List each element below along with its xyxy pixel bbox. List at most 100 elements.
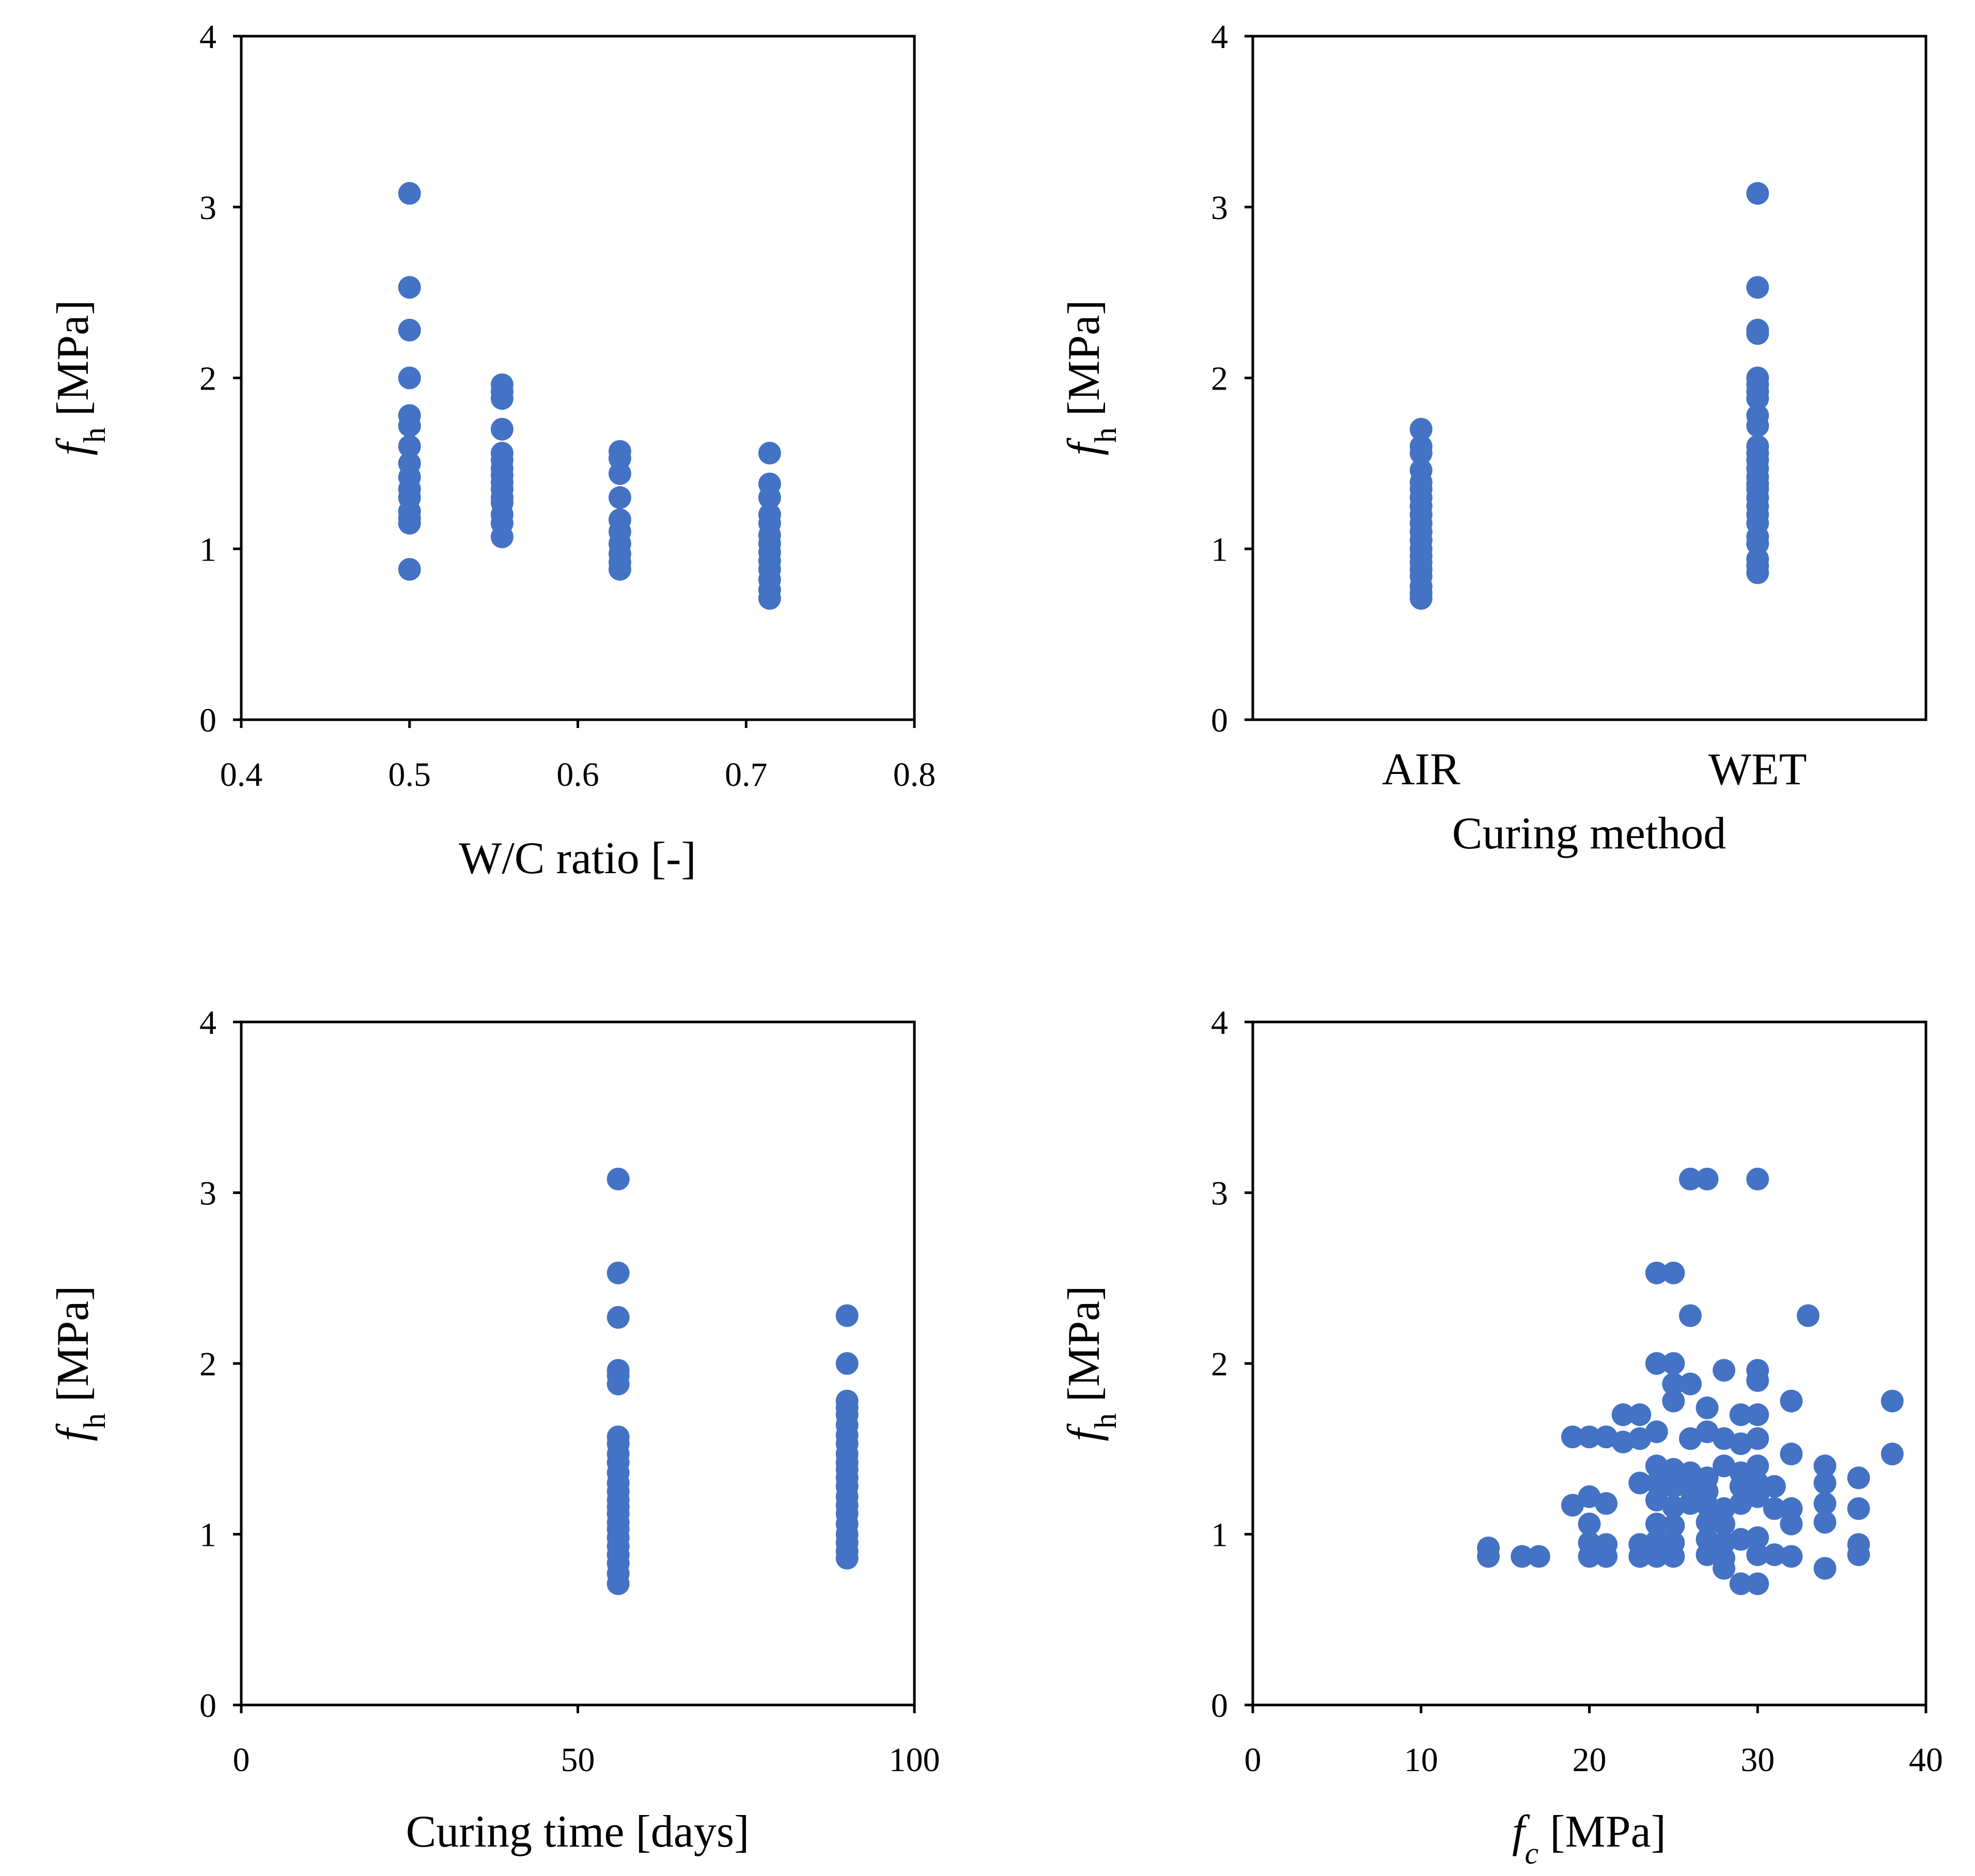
data-point-wet [1746, 322, 1769, 345]
data-point [490, 525, 514, 549]
data-point [758, 486, 781, 509]
data-point [607, 1306, 630, 1329]
data-point [1662, 1495, 1685, 1518]
data-point [1645, 1261, 1668, 1284]
data-point [1645, 1420, 1668, 1444]
xtick-label: 100 [889, 1741, 940, 1779]
ytick-label: 3 [1211, 189, 1228, 227]
data-point [1729, 1475, 1752, 1498]
panel-wc-ticks: 0 1 2 3 4 0.4 0.5 0.6 0.7 0.8 [199, 18, 936, 794]
panel-fc-xlabel-unit: [MPa] [1538, 1807, 1666, 1857]
data-point-wet [1746, 276, 1769, 299]
data-point [1662, 1475, 1685, 1498]
ytick-label: 2 [199, 1345, 216, 1383]
data-point [608, 462, 631, 485]
data-point [1746, 1572, 1769, 1595]
panel-wc-ylabel-unit: [MPa] [48, 300, 98, 427]
ytick-label: 1 [199, 531, 216, 568]
data-point [1796, 1304, 1820, 1327]
data-point [1729, 1403, 1752, 1427]
panel-time-ylabel: fh [MPa] [48, 1285, 112, 1441]
data-point [1746, 1168, 1769, 1191]
ytick-label: 1 [1211, 1516, 1228, 1554]
data-point-wet [1746, 414, 1769, 438]
data-point [1713, 1359, 1736, 1382]
panel-curing-ylabel-sub: h [1088, 427, 1123, 443]
panel-curing-plot-frame [1251, 35, 1927, 721]
data-point [1662, 1545, 1685, 1568]
data-point-wet [1746, 561, 1769, 584]
data-point [1696, 1396, 1719, 1419]
data-point [1746, 1369, 1769, 1392]
panel-curing: 0 1 2 3 4 AIR WET Curing method fh [MPa] [1059, 18, 1927, 859]
panel-wc-points [398, 182, 781, 610]
panel-fc-plot-frame [1251, 1020, 1927, 1707]
data-point [398, 414, 421, 438]
ytick-label: 3 [199, 189, 216, 227]
data-point [398, 366, 421, 390]
data-point [607, 1572, 630, 1595]
data-point [1696, 1543, 1719, 1567]
data-point [1561, 1494, 1584, 1517]
data-point [398, 511, 421, 535]
data-point [1880, 1389, 1904, 1413]
category-label-wet: WET [1708, 745, 1807, 795]
data-point [1578, 1545, 1601, 1568]
xtick-label: 50 [561, 1741, 595, 1779]
data-point [1645, 1545, 1668, 1568]
data-point [1645, 1454, 1668, 1478]
panel-fc-points [1477, 1168, 1904, 1595]
data-point [398, 182, 421, 205]
data-point [835, 1304, 859, 1327]
data-point [1578, 1425, 1601, 1449]
data-point-air [1409, 442, 1433, 465]
xtick-label: 0.6 [556, 756, 599, 794]
data-point [1746, 1485, 1769, 1508]
ytick-label: 0 [199, 702, 216, 739]
ytick-label: 0 [1211, 1687, 1228, 1725]
data-point [1662, 1261, 1685, 1284]
data-point [1746, 1526, 1769, 1549]
data-point [1477, 1545, 1500, 1568]
data-point [1611, 1431, 1635, 1454]
xtick-label: 0 [233, 1741, 250, 1779]
ytick-label: 1 [1211, 531, 1228, 568]
panel-fc-xlabel-sub: c [1525, 1836, 1538, 1870]
ytick-label: 1 [199, 1516, 216, 1554]
data-point [1662, 1372, 1685, 1396]
xtick-label: 0.5 [388, 756, 431, 794]
ytick-label: 2 [1211, 1345, 1228, 1383]
xtick-label: 40 [1909, 1741, 1943, 1779]
xtick-label: 0.8 [893, 756, 936, 794]
panel-wc-xlabel: W/C ratio [-] [459, 833, 696, 883]
data-point [1763, 1497, 1786, 1520]
data-point [835, 1546, 859, 1570]
data-point [607, 1261, 630, 1284]
data-point [1561, 1425, 1584, 1449]
ytick-label: 4 [1211, 1004, 1228, 1042]
data-point [1780, 1443, 1803, 1466]
data-point [1813, 1454, 1837, 1478]
data-point [1645, 1352, 1668, 1375]
data-point [608, 486, 631, 509]
panel-curing-ticks: 0 1 2 3 4 AIR WET [1211, 18, 1807, 795]
panel-wc-ylabel-sub: h [77, 427, 112, 443]
ytick-label: 3 [199, 1175, 216, 1213]
data-point [1527, 1545, 1550, 1568]
panel-curing-points [1409, 182, 1769, 610]
panel-time-points [607, 1168, 859, 1595]
ytick-label: 2 [199, 360, 216, 398]
data-point [1713, 1557, 1736, 1580]
data-point [1813, 1511, 1837, 1534]
panel-curing-ylabel-unit: [MPa] [1059, 300, 1109, 427]
data-point [1763, 1475, 1786, 1498]
panel-fc-ylabel: fh [MPa] [1059, 1285, 1123, 1441]
data-point [758, 587, 781, 610]
data-point [1678, 1304, 1702, 1327]
data-point [1662, 1389, 1685, 1413]
data-point [1595, 1492, 1618, 1515]
data-point [1511, 1545, 1534, 1568]
data-point [1645, 1471, 1668, 1495]
data-point [1746, 1543, 1769, 1567]
panel-time-xlabel: Curing time [days] [406, 1807, 750, 1857]
